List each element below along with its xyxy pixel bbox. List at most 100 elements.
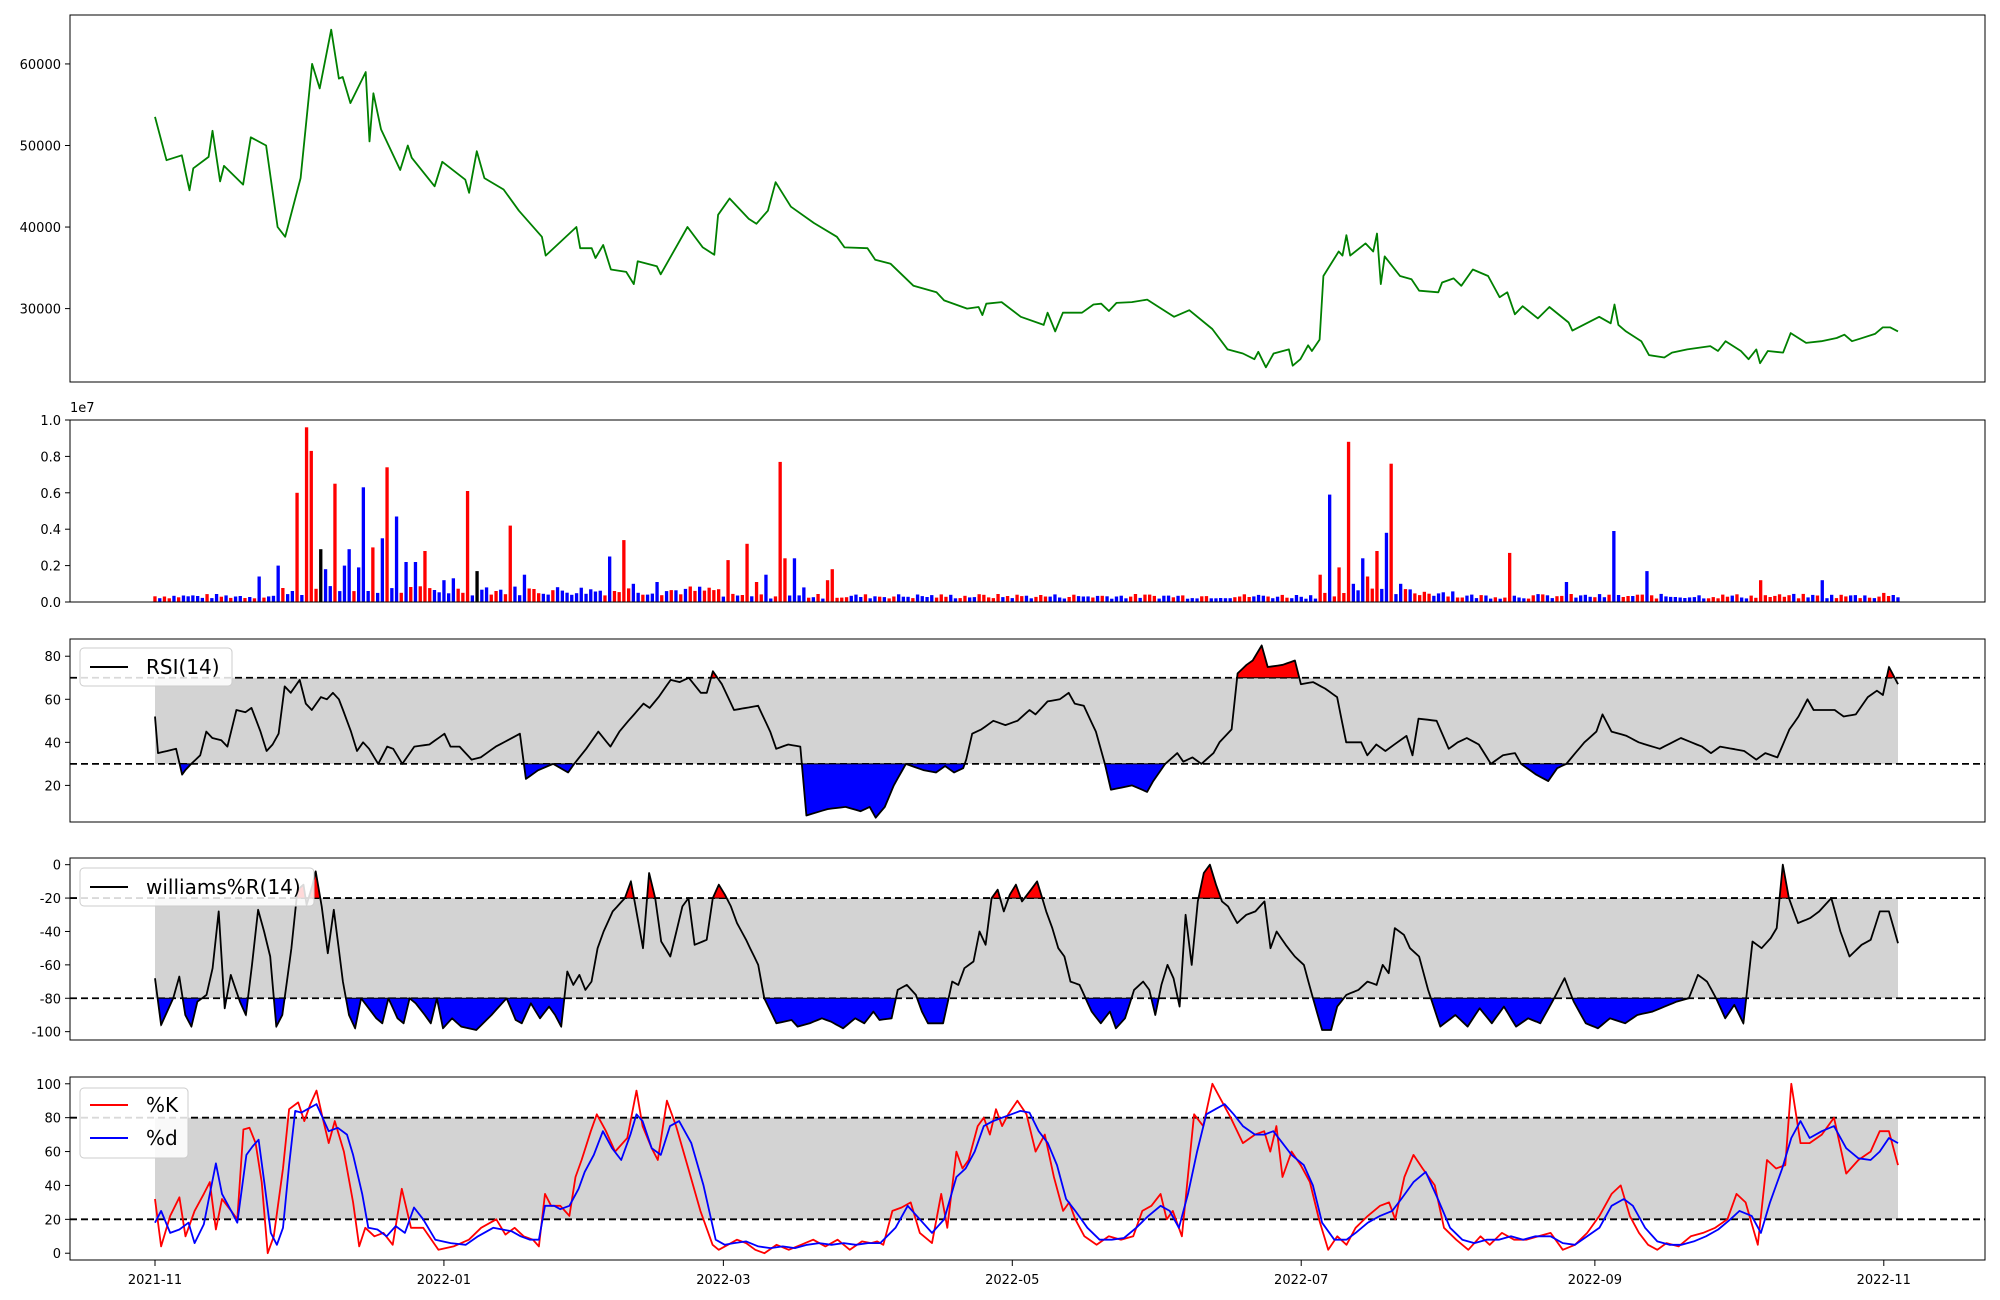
volume-bar — [1607, 594, 1611, 602]
volume-bar — [726, 560, 730, 602]
volume-bar — [934, 597, 939, 602]
volume-bar — [338, 591, 342, 602]
volume-bar — [1015, 594, 1019, 602]
volume-bar — [465, 491, 470, 602]
volume-bar — [1370, 588, 1374, 602]
volume-bar — [210, 598, 214, 602]
volume-bar — [939, 594, 943, 602]
volume-bar — [1522, 598, 1526, 602]
volume-bar — [1365, 576, 1370, 602]
volume-ytick-label-0: 0.0 — [40, 596, 61, 611]
volume-bar — [1403, 589, 1408, 602]
volume-bar — [172, 595, 176, 602]
volume-bar — [769, 598, 773, 602]
volume-bar — [693, 590, 697, 602]
volume-bar — [1427, 593, 1431, 602]
volume-bar — [409, 587, 413, 602]
volume-bar — [953, 598, 958, 602]
volume-bar — [565, 592, 569, 602]
k-legend-label: %K — [146, 1093, 179, 1117]
volume-bar — [1844, 596, 1848, 602]
volume-bar — [1313, 598, 1318, 602]
volume-bar — [437, 592, 441, 602]
volume-bar — [1759, 580, 1763, 602]
volume-bar — [717, 589, 721, 602]
volume-bar — [295, 492, 299, 602]
rsi-ytick-label-3: 80 — [44, 650, 61, 665]
volume-bar — [1176, 595, 1180, 602]
volume-bar — [702, 590, 707, 602]
volume-bar — [1806, 597, 1810, 602]
volume-bar — [1479, 595, 1483, 602]
volume-bar — [944, 596, 948, 602]
volume-bar — [1564, 582, 1569, 602]
volume-bar — [413, 562, 418, 602]
volume-bar — [1053, 594, 1057, 602]
volume-ytick-label-3: 0.6 — [40, 487, 61, 502]
volume-bar — [1896, 597, 1900, 602]
volume-bar — [1877, 596, 1881, 602]
volume-bar — [200, 597, 205, 602]
williams-legend-box — [79, 867, 315, 907]
volume-bar — [1200, 596, 1204, 602]
volume-bar — [1853, 595, 1858, 602]
volume-bar — [1839, 594, 1843, 602]
volume-bar — [840, 597, 844, 602]
volume-bar — [243, 598, 247, 602]
volume-bar — [1422, 591, 1427, 602]
williams-band — [155, 898, 1898, 999]
volume-bar — [1867, 597, 1872, 602]
rsi-ytick-label-0: 20 — [44, 779, 61, 794]
volume-bar — [1280, 594, 1284, 602]
volume-bar — [1228, 598, 1232, 602]
volume-bar — [963, 595, 967, 602]
volume-bar — [1110, 598, 1114, 602]
volume-bar — [1133, 594, 1138, 602]
volume-bar — [1721, 594, 1725, 602]
volume-bar — [679, 594, 683, 602]
volume-bar — [1811, 594, 1815, 602]
volume-bar — [1768, 597, 1772, 602]
williams-panel: 0 -20 -40 -60 -80 -100 — [31, 857, 1986, 1041]
price-panel-frame — [69, 14, 1986, 383]
volume-bar — [484, 587, 489, 602]
volume-bar — [612, 591, 617, 602]
volume-bar — [1455, 597, 1460, 602]
williams-legend-label: williams%R(14) — [146, 875, 301, 899]
volume-bar — [1451, 591, 1455, 602]
volume-bar — [1730, 595, 1734, 602]
volume-bar — [1517, 597, 1521, 602]
volume-bar — [404, 562, 408, 602]
volume-bar — [314, 588, 318, 602]
volume-bar — [1346, 441, 1351, 602]
volume-offset-label: 1e7 — [70, 401, 95, 416]
volume-bar — [153, 596, 157, 602]
stoch-band — [155, 1117, 1898, 1220]
stoch-ytick-label-1: 20 — [44, 1213, 61, 1228]
volume-bar — [380, 538, 385, 602]
volume-bar — [1072, 594, 1076, 602]
volume-bar — [1498, 598, 1502, 602]
volume-bar — [1124, 598, 1128, 602]
volume-bar — [1702, 598, 1706, 602]
volume-bar — [475, 571, 479, 602]
volume-bar — [1787, 595, 1791, 602]
volume-bar — [1441, 592, 1445, 602]
volume-bar — [177, 597, 181, 602]
volume-bar — [1290, 598, 1294, 602]
volume-bar — [1763, 595, 1768, 602]
volume-bar — [1725, 596, 1730, 602]
volume-bar — [1076, 596, 1081, 602]
volume-bar — [357, 567, 361, 602]
volume-bar — [1214, 598, 1218, 602]
volume-bar — [1626, 596, 1630, 602]
volume-bar — [1223, 598, 1228, 602]
volume-ytick-label-2: 0.4 — [40, 523, 61, 538]
volume-bar — [1711, 597, 1715, 602]
volume-bar — [821, 598, 825, 602]
volume-bar — [792, 558, 797, 602]
volume-bar — [333, 483, 337, 602]
volume-bar — [1612, 531, 1616, 602]
volume-bar — [1740, 597, 1744, 602]
volume-bar — [968, 597, 972, 602]
